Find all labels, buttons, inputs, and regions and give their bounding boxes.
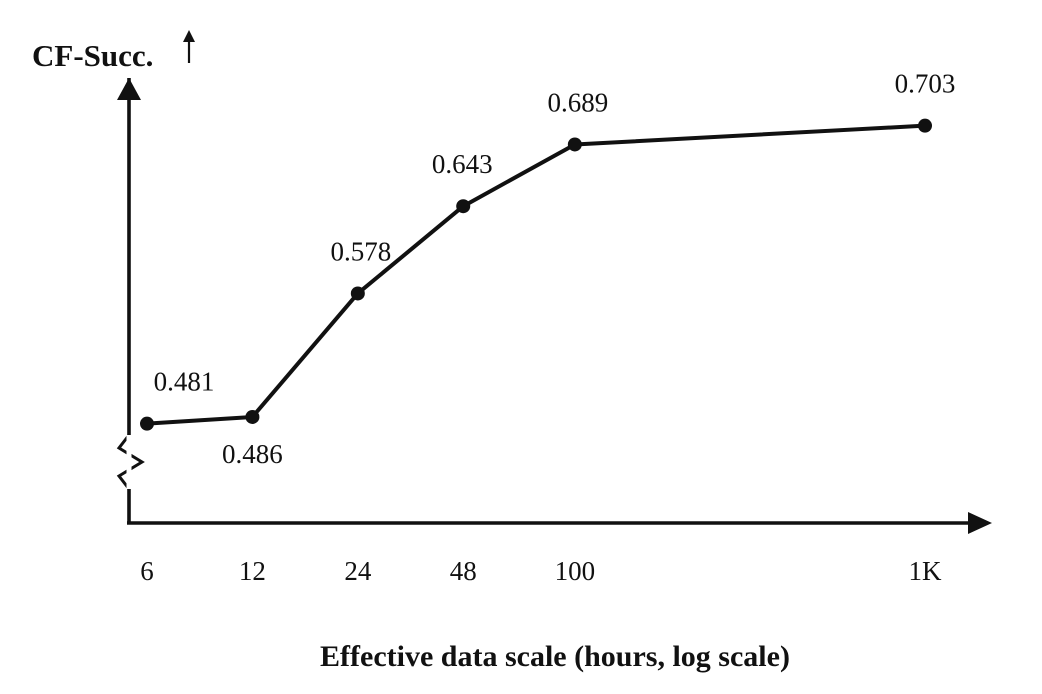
data-point: [918, 118, 932, 133]
data-point: [567, 137, 582, 152]
data-label: 0.689: [547, 87, 608, 117]
x-tick-label: 24: [344, 556, 372, 586]
x-tick-label: 100: [555, 556, 596, 586]
series-line: [145, 123, 927, 426]
y-axis-title: CF-Succ.: [32, 38, 153, 73]
y-axis-arrow-head: [117, 78, 141, 100]
data-label: 0.578: [330, 236, 391, 266]
y-axis-break-mark: [116, 434, 145, 490]
data-point: [245, 409, 260, 424]
x-tick-label: 6: [140, 556, 154, 586]
data-label: 0.643: [432, 149, 493, 179]
x-axis-arrow-head: [968, 512, 992, 534]
data-point: [350, 286, 365, 301]
axes: [116, 78, 992, 534]
x-tick-label: 48: [450, 556, 477, 586]
data-label: 0.481: [154, 367, 215, 397]
data-label: 0.486: [222, 439, 283, 469]
x-axis-title: Effective data scale (hours, log scale): [320, 640, 790, 673]
series: [140, 118, 932, 431]
data-label: 0.703: [895, 69, 956, 99]
y-title-arrow-head: [183, 30, 195, 42]
x-tick-label: 1K: [909, 556, 943, 586]
data-point: [140, 416, 154, 431]
data-point: [456, 199, 471, 214]
data-labels: 0.481 0.486 0.578 0.643 0.689 0.703: [154, 69, 956, 469]
x-ticks: 6 12 24 48 100 1K: [140, 556, 942, 586]
x-tick-label: 12: [239, 556, 266, 586]
